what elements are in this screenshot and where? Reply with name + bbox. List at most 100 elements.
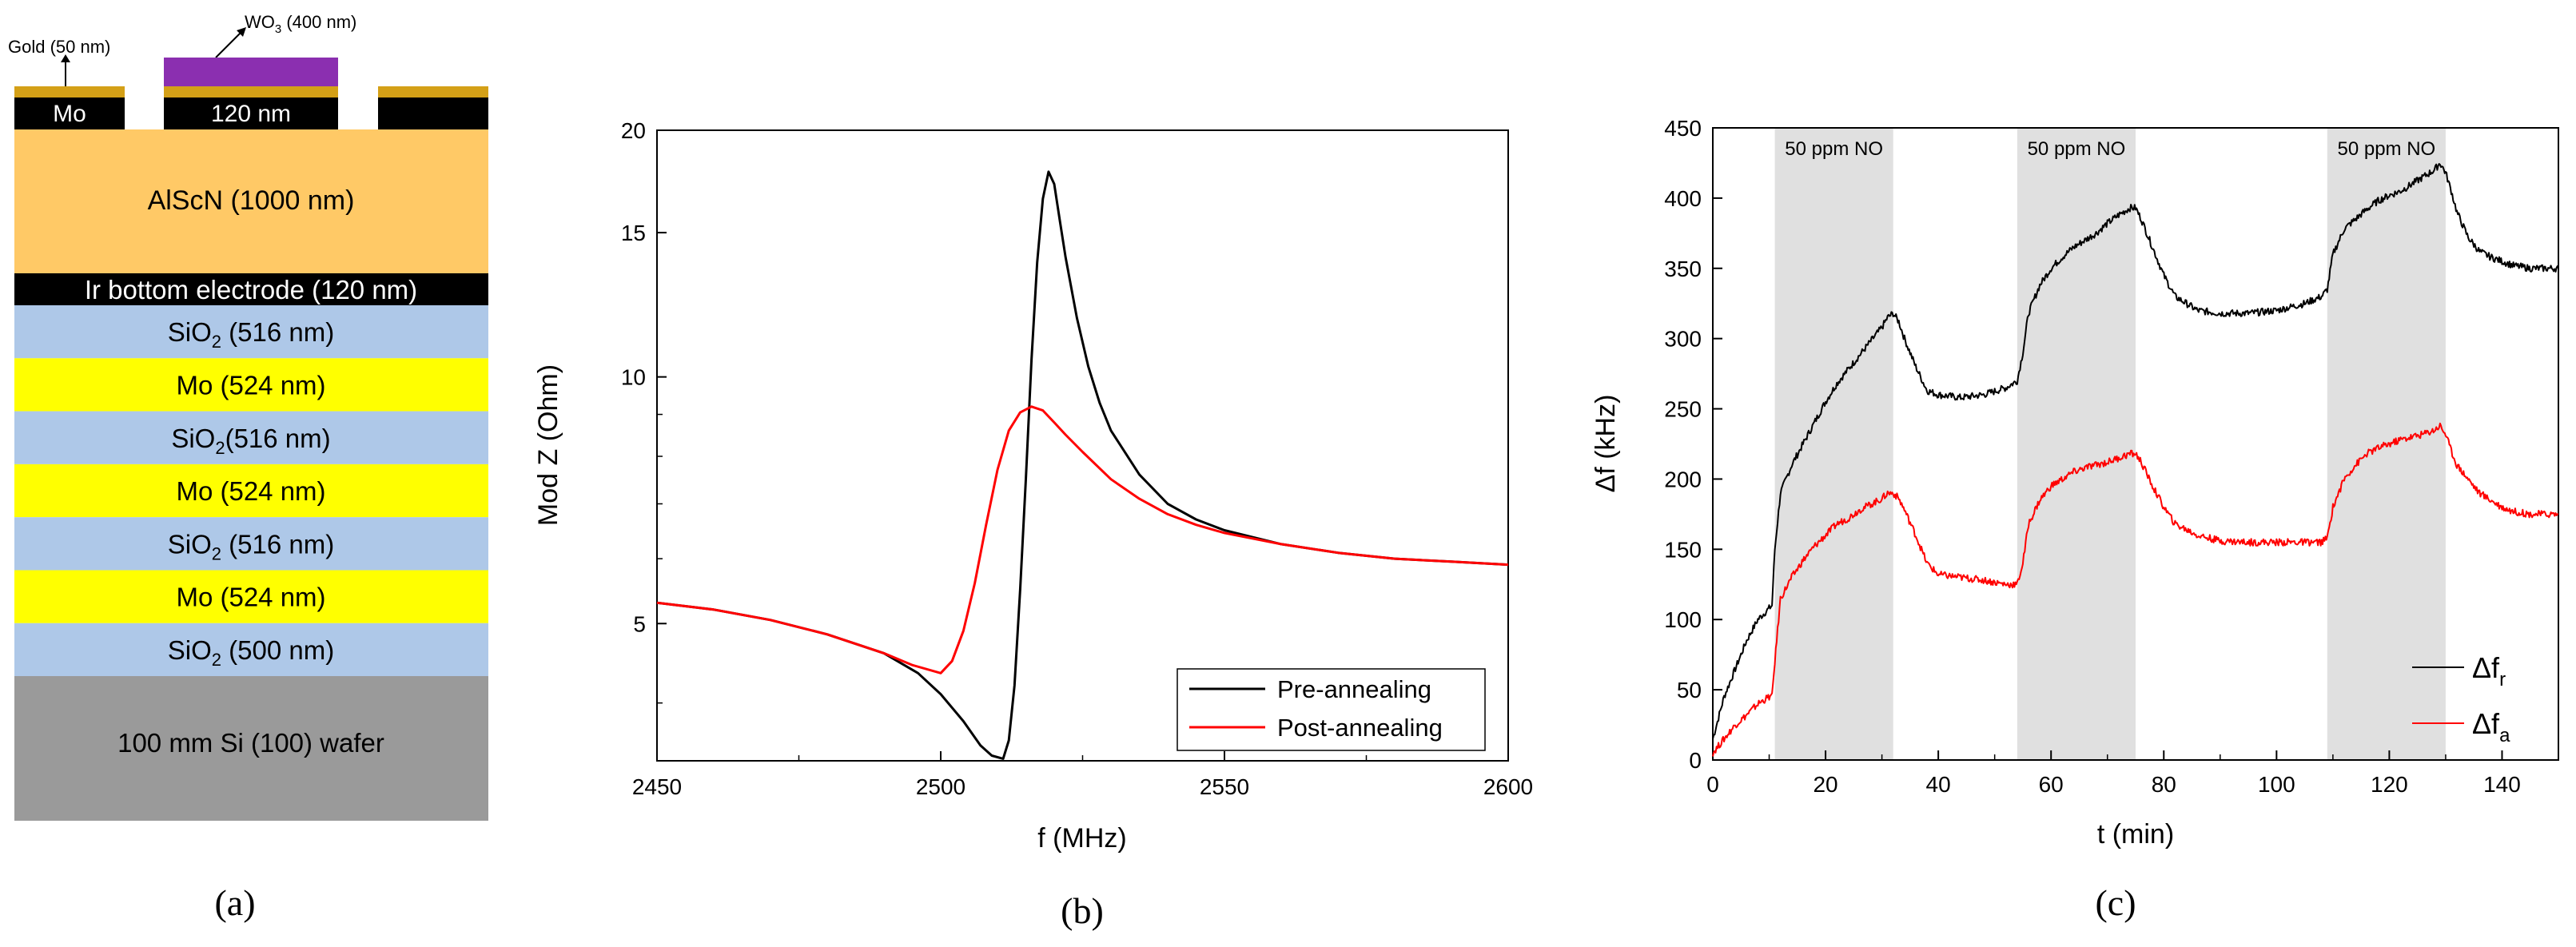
- layer-stack-diagram: Gold (50 nm) WO3 (400 nm) Mo 120 nm AlSc…: [8, 12, 488, 923]
- stack-layer-4: [14, 464, 488, 518]
- gold-arrow-head: [61, 54, 70, 62]
- wafer-layer: [14, 676, 488, 821]
- stack-layer-6: [14, 570, 488, 623]
- y-tick-label: 150: [1664, 537, 1702, 562]
- y-tick-label: 10: [621, 365, 646, 390]
- layer-thickness: (516 nm): [221, 317, 334, 347]
- gas-exposure-label: 50 ppm NO: [1785, 138, 1883, 160]
- stack-layer-label-2: Mo (524 nm): [176, 370, 325, 400]
- y-tick-label: 100: [1664, 607, 1702, 632]
- legend-label-fa: Δfa: [2472, 707, 2510, 746]
- wafer-label: 100 mm Si (100) wafer: [117, 728, 384, 758]
- x-axis-label: f (MHz): [1037, 823, 1126, 853]
- y-tick-label: 400: [1664, 186, 1702, 211]
- axis-ticks: 2450 2500 2550 2600 5 10 15 20: [621, 118, 1533, 799]
- wo3-label: WO3 (400 nm): [245, 12, 356, 36]
- layer-name: SiO: [168, 635, 212, 665]
- gold-label: Gold (50 nm): [8, 37, 110, 57]
- layer-name: Mo (524 nm): [176, 370, 325, 400]
- x-tick-label: 2450: [632, 774, 682, 799]
- plot-frame: [1712, 127, 2559, 761]
- mo-electrode-right: [378, 97, 488, 129]
- x-tick-label: 120: [2371, 772, 2408, 797]
- gas-exposure-regions: 50 ppm NO 50 ppm NO 50 ppm NO: [1774, 128, 2446, 760]
- wo3-arrow-head: [237, 27, 246, 37]
- x-tick-label: 2600: [1483, 774, 1533, 799]
- stack-layer-label-4: Mo (524 nm): [176, 476, 325, 506]
- y-tick-label: 50: [1677, 678, 1702, 702]
- electrode-thickness-label: 120 nm: [211, 101, 291, 127]
- legend-box: [1177, 668, 1486, 751]
- axis-ticks: 0 20 40 60 80 100 120 140 0 50 100 150 200 250 300 350 4…: [1664, 116, 2521, 797]
- x-tick-label: 80: [2152, 772, 2176, 797]
- wo3-layer: [164, 58, 338, 90]
- stack-layer-label-1: SiO2 (516 nm): [168, 317, 334, 352]
- stack-layer-5: [14, 517, 488, 571]
- y-tick-label: 20: [621, 118, 646, 143]
- gold-layer-right: [378, 86, 488, 97]
- layer-name: Mo (524 nm): [176, 476, 325, 506]
- x-tick-label: 100: [2258, 772, 2295, 797]
- gold-layer-left: [14, 86, 125, 97]
- x-axis-label: t (min): [2097, 819, 2174, 850]
- x-tick-label: 60: [2039, 772, 2064, 797]
- layer-subscript: 2: [212, 543, 221, 563]
- legend-label-fr: Δfr: [2472, 651, 2506, 690]
- gas-exposure-label: 50 ppm NO: [2338, 138, 2436, 160]
- layer-subscript: 2: [212, 650, 221, 670]
- stack-layer-2: [14, 358, 488, 412]
- series-post-annealing: [656, 405, 1509, 674]
- x-tick-label: 40: [1926, 772, 1951, 797]
- y-tick-label: 5: [633, 611, 646, 636]
- layer-subscript: 2: [212, 332, 221, 352]
- stack-layer-label-5: SiO2 (516 nm): [168, 529, 334, 563]
- series-pre-annealing: [656, 170, 1509, 760]
- panel-c-label: (c): [2095, 882, 2136, 923]
- wo3-arrow: [215, 31, 242, 58]
- x-tick-label: 0: [1706, 772, 1719, 797]
- x-tick-label: 20: [1813, 772, 1837, 797]
- x-tick-label: 2500: [916, 774, 966, 799]
- legend-label-pre: Pre-annealing: [1277, 675, 1431, 703]
- layer-name: Mo (524 nm): [176, 583, 325, 612]
- ir-electrode-layer: [14, 273, 488, 305]
- gold-layer-center: [164, 86, 338, 97]
- layer-name: SiO: [171, 424, 215, 453]
- y-tick-label: 15: [621, 221, 646, 245]
- y-tick-label: 350: [1664, 257, 1702, 281]
- stack-layer-label-7: SiO2 (500 nm): [168, 635, 334, 670]
- series-delta-fa: [1712, 422, 2559, 757]
- panel-b-label: (b): [1061, 890, 1104, 931]
- stack-layer-label-6: Mo (524 nm): [176, 583, 325, 612]
- layer-subscript: 2: [215, 438, 225, 458]
- mo-electrode-center: [164, 97, 338, 129]
- bragg-reflector-layers: SiO2 (516 nm)Mo (524 nm)SiO2(516 nm)Mo (…: [14, 305, 488, 677]
- gas-exposure-region: [1774, 128, 1893, 760]
- y-tick-label: 450: [1664, 116, 1702, 141]
- gas-exposure-label: 50 ppm NO: [2028, 138, 2126, 160]
- series-lines: [656, 170, 1509, 760]
- y-tick-label: 250: [1664, 397, 1702, 422]
- mo-electrode-left: [14, 97, 125, 129]
- gas-exposure-region: [2017, 128, 2136, 760]
- mo-electrode-label: Mo: [53, 101, 86, 127]
- layer-thickness: (516 nm): [221, 529, 334, 559]
- y-tick-label: 200: [1664, 467, 1702, 491]
- plot-frame: [656, 129, 1509, 762]
- y-axis-label: Mod Z (Ohm): [533, 364, 563, 526]
- frequency-shift-chart: 50 ppm NO 50 ppm NO 50 ppm NO 0 20 40 60 80 100…: [1591, 116, 2559, 923]
- y-axis-label: Δf (kHz): [1591, 395, 1621, 493]
- impedance-chart: 2450 2500 2550 2600 5 10 15 20 f (MHz) Mod Z (O…: [533, 118, 1533, 931]
- alscn-layer: [14, 129, 488, 273]
- panel-a-label: (a): [214, 882, 255, 923]
- y-tick-label: 300: [1664, 327, 1702, 352]
- layer-thickness: (516 nm): [225, 424, 331, 453]
- layer-name: SiO: [168, 317, 212, 347]
- layer-thickness: (500 nm): [221, 635, 334, 665]
- legend-label-post: Post-annealing: [1277, 714, 1443, 742]
- y-tick-label: 0: [1689, 748, 1702, 773]
- series-lines: [1712, 163, 2559, 757]
- x-tick-label: 140: [2483, 772, 2521, 797]
- alscn-label: AlScN (1000 nm): [148, 185, 355, 216]
- ir-electrode-label: Ir bottom electrode (120 nm): [85, 275, 417, 304]
